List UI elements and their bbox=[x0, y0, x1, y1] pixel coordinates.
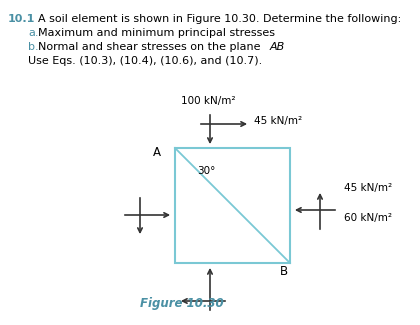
Text: 45 kN/m²: 45 kN/m² bbox=[344, 183, 392, 193]
Text: a.: a. bbox=[28, 28, 39, 38]
Text: Use Eqs. (10.3), (10.4), (10.6), and (10.7).: Use Eqs. (10.3), (10.4), (10.6), and (10… bbox=[28, 56, 262, 66]
Text: A soil element is shown in Figure 10.30. Determine the following:: A soil element is shown in Figure 10.30.… bbox=[38, 14, 401, 24]
Text: AB: AB bbox=[270, 42, 285, 52]
Text: Maximum and minimum principal stresses: Maximum and minimum principal stresses bbox=[38, 28, 275, 38]
Text: B: B bbox=[280, 265, 288, 278]
Text: b.: b. bbox=[28, 42, 39, 52]
Text: Normal and shear stresses on the plane: Normal and shear stresses on the plane bbox=[38, 42, 264, 52]
Text: 10.1: 10.1 bbox=[8, 14, 35, 24]
Text: Figure 10.30: Figure 10.30 bbox=[140, 297, 223, 310]
Text: 30°: 30° bbox=[197, 166, 215, 176]
Bar bbox=[175, 148, 290, 263]
Text: 60 kN/m²: 60 kN/m² bbox=[344, 213, 392, 223]
Text: 100 kN/m²: 100 kN/m² bbox=[181, 96, 235, 106]
Text: 45 kN/m²: 45 kN/m² bbox=[254, 116, 302, 126]
Text: A: A bbox=[153, 146, 161, 159]
